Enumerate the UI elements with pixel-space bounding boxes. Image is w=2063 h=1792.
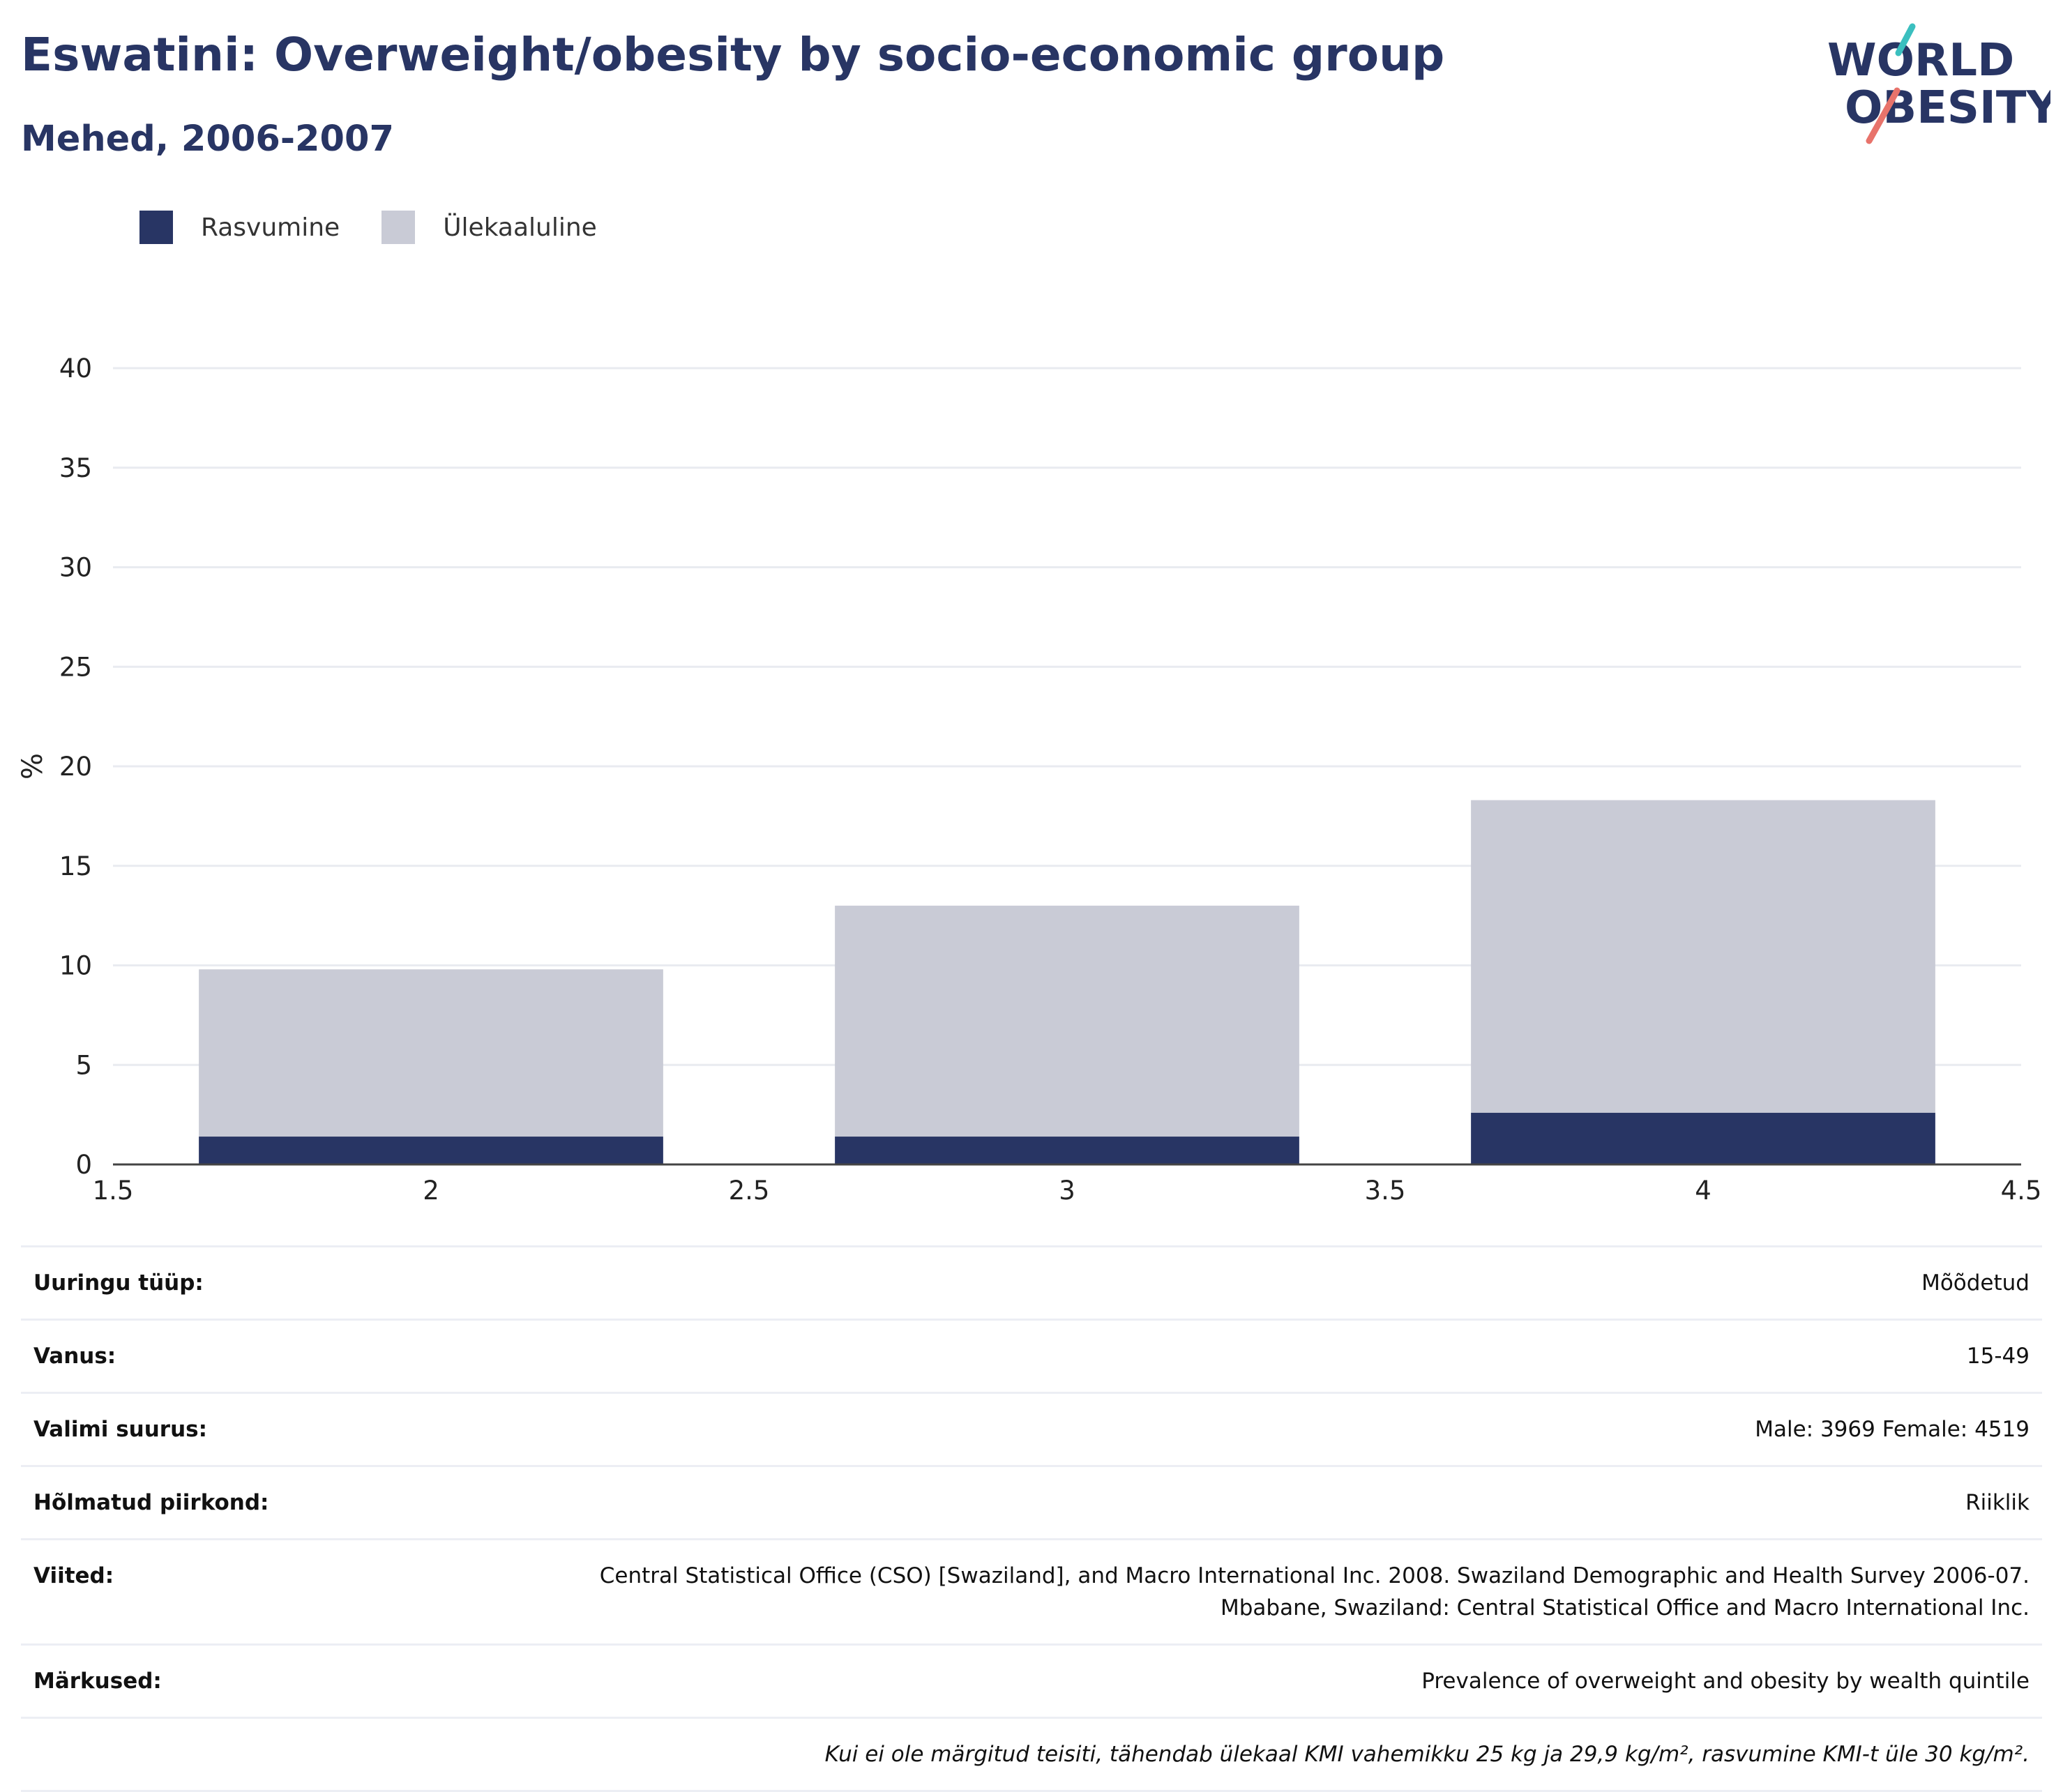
bar-obesity (199, 1137, 663, 1164)
meta-value: Riiklik (1965, 1490, 2030, 1515)
legend-swatch-overweight (381, 211, 416, 244)
bar-chart: 0 5 10 15 20 25 30 35 40 1.5 2 2.5 3 3.5 4 4.5% (17, 354, 2042, 1206)
meta-value: 15-49 (1966, 1344, 2030, 1369)
page-subtitle: Mehed, 2006-2007 (21, 119, 394, 160)
meta-label: Valimi suurus: (33, 1417, 207, 1442)
meta-value: Mõõdetud (1921, 1270, 2030, 1296)
legend-item-overweight[interactable]: Ülekaaluline (381, 211, 597, 244)
meta-label: Märkused: (33, 1669, 162, 1694)
bar-obesity (1471, 1112, 1935, 1164)
x-tick-label: 3 (1059, 1176, 1075, 1206)
bar-overweight (199, 969, 663, 1137)
x-tick-label: 2 (423, 1176, 439, 1206)
world-obesity-logo: WORLD OBESITY (1827, 23, 2050, 144)
y-tick-label: 40 (59, 354, 92, 384)
y-tick-label: 30 (59, 553, 92, 583)
legend-item-obesity[interactable]: Rasvumine (139, 211, 340, 244)
y-tick-label: 15 (59, 851, 92, 881)
bar-overweight (835, 905, 1299, 1137)
meta-label: Viited: (33, 1563, 114, 1588)
meta-row-coverage: Hõlmatud piirkond: Riiklik (21, 1465, 2042, 1538)
legend-label-overweight: Ülekaaluline (443, 213, 597, 242)
y-tick-label: 25 (59, 652, 92, 682)
legend-label-obesity: Rasvumine (201, 213, 340, 242)
bar-overweight (1471, 800, 1935, 1113)
meta-label: Uuringu tüüp: (33, 1270, 204, 1296)
x-tick-label: 3.5 (1365, 1176, 1406, 1206)
y-axis-label: % (17, 753, 49, 780)
definition-note: Kui ei ole märgitud teisiti, tähendab ül… (824, 1742, 2030, 1767)
logo-line1: WORLD (1827, 35, 2014, 86)
survey-metadata-table: Uuringu tüüp: Mõõdetud Vanus: 15-49 Vali… (21, 1245, 2042, 1792)
meta-row-sample-size: Valimi suurus: Male: 3969 Female: 4519 (21, 1392, 2042, 1465)
meta-row-survey-type: Uuringu tüüp: Mõõdetud (21, 1245, 2042, 1319)
meta-row-references: Viited: Central Statistical Office (CSO)… (21, 1538, 2042, 1643)
x-tick-label: 4 (1695, 1176, 1711, 1206)
y-tick-label: 5 (75, 1050, 92, 1080)
y-tick-label: 0 (75, 1150, 92, 1180)
x-tick-label: 4.5 (2001, 1176, 2042, 1206)
meta-row-notes: Märkused: Prevalence of overweight and o… (21, 1643, 2042, 1717)
meta-row-age: Vanus: 15-49 (21, 1319, 2042, 1392)
page-title: Eswatini: Overweight/obesity by socio-ec… (21, 28, 1445, 82)
x-tick-label: 2.5 (729, 1176, 770, 1206)
reference-line: Mbabane, Swaziland: Central Statistical … (1220, 1595, 2030, 1620)
chart-legend: Rasvumine Ülekaaluline (139, 206, 639, 248)
y-tick-label: 20 (59, 752, 92, 782)
legend-swatch-obesity (139, 211, 173, 244)
y-tick-label: 10 (59, 951, 92, 981)
meta-label: Vanus: (33, 1344, 116, 1369)
meta-value: Prevalence of overweight and obesity by … (1421, 1669, 2030, 1694)
bar-obesity (835, 1137, 1299, 1164)
meta-row-definition-note: Kui ei ole märgitud teisiti, tähendab ül… (21, 1717, 2042, 1792)
meta-label: Hõlmatud piirkond: (33, 1490, 269, 1515)
y-tick-label: 35 (59, 453, 92, 483)
meta-value: Male: 3969 Female: 4519 (1755, 1417, 2030, 1442)
x-tick-label: 1.5 (93, 1176, 134, 1206)
meta-value: Central Statistical Office (CSO) [Swazil… (600, 1560, 2030, 1624)
reference-line: Central Statistical Office (CSO) [Swazil… (599, 1563, 2030, 1588)
